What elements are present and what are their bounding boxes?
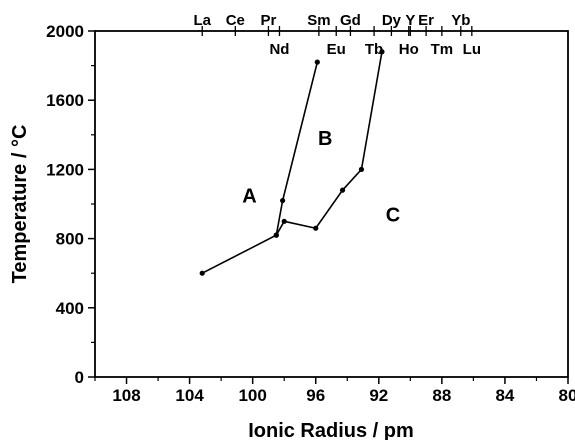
y-tick-label: 1200 bbox=[46, 160, 84, 179]
region-label-b: B bbox=[318, 128, 332, 150]
element-label-eu: Eu bbox=[327, 41, 346, 58]
region-label-c: C bbox=[386, 204, 400, 226]
element-label-dy: Dy bbox=[382, 12, 402, 29]
y-axis-title: Temperature / °C bbox=[9, 125, 31, 284]
x-tick-label: 84 bbox=[495, 386, 514, 405]
x-axis-title: Ionic Radius / pm bbox=[248, 420, 414, 440]
data-point bbox=[379, 49, 385, 55]
x-tick-label: 108 bbox=[112, 386, 140, 405]
series-line-2 bbox=[275, 61, 319, 236]
element-label-ce: Ce bbox=[226, 12, 245, 29]
data-point bbox=[313, 225, 319, 231]
y-tick-label: 800 bbox=[56, 230, 84, 249]
data-point bbox=[281, 218, 287, 224]
element-label-lu: Lu bbox=[463, 41, 481, 58]
data-point bbox=[358, 166, 365, 172]
y-tick-label: 1600 bbox=[46, 91, 84, 110]
x-tick-label: 88 bbox=[432, 386, 451, 405]
region-label-a: A bbox=[242, 185, 256, 207]
element-label-la: La bbox=[193, 12, 211, 29]
x-tick-label: 96 bbox=[306, 386, 325, 405]
element-label-er: Er bbox=[418, 12, 434, 29]
element-label-ho: Ho bbox=[399, 41, 419, 58]
element-label-nd: Nd bbox=[269, 41, 289, 58]
data-point bbox=[273, 232, 279, 238]
element-label-pr: Pr bbox=[261, 12, 277, 29]
element-label-sm: Sm bbox=[307, 12, 330, 29]
element-label-yb: Yb bbox=[451, 12, 470, 29]
x-tick-label: 80 bbox=[559, 386, 575, 405]
element-label-tb: Tb bbox=[365, 41, 383, 58]
plot-frame bbox=[94, 30, 569, 378]
data-point bbox=[314, 59, 320, 65]
element-label-gd: Gd bbox=[340, 12, 361, 29]
x-tick-label: 104 bbox=[175, 386, 204, 405]
y-tick-label: 400 bbox=[56, 299, 84, 318]
element-label-tm: Tm bbox=[431, 41, 454, 58]
y-tick-label: 0 bbox=[75, 368, 84, 387]
data-point bbox=[280, 197, 286, 204]
data-point bbox=[199, 270, 205, 276]
region-labels: A B C bbox=[242, 128, 400, 226]
data-point bbox=[339, 187, 346, 193]
x-tick-label: 92 bbox=[369, 386, 388, 405]
data-series bbox=[199, 49, 385, 276]
element-label-y: Y bbox=[405, 12, 415, 29]
x-tick-label: 100 bbox=[238, 386, 266, 405]
y-tick-label: 2000 bbox=[46, 22, 84, 41]
